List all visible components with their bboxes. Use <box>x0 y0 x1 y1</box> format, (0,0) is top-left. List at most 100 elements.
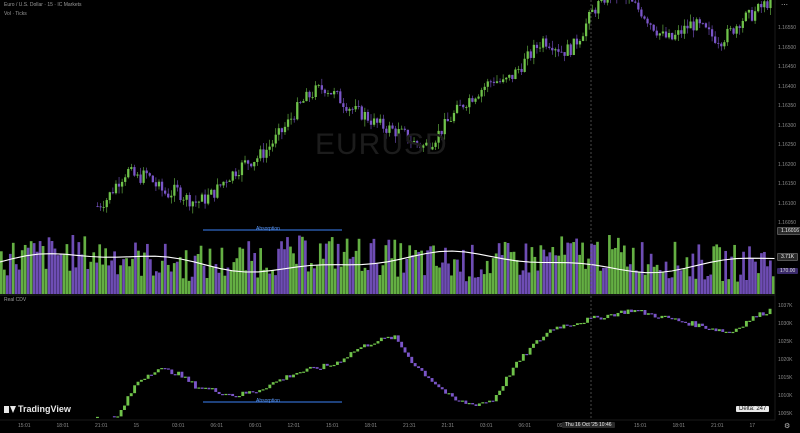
candle-body <box>563 52 566 56</box>
time-tick-label: 12:01 <box>287 423 301 429</box>
candle-body <box>526 51 529 59</box>
candle-body <box>723 42 726 47</box>
candle-body <box>293 118 296 120</box>
volume-bar <box>217 272 221 294</box>
candle-body <box>489 81 492 83</box>
more-icon[interactable]: ⋯ <box>781 2 788 9</box>
volume-bar <box>265 267 268 294</box>
volume-bar <box>491 258 495 294</box>
volume-bar <box>280 241 283 294</box>
candle-body <box>182 199 185 201</box>
cdv-bar <box>768 308 772 315</box>
cdv-bar <box>305 368 309 372</box>
candle-body <box>471 98 474 102</box>
cdv-bar <box>170 369 174 375</box>
candle-body <box>114 183 118 194</box>
candle-body <box>170 195 173 198</box>
cdv-tick-label: 1025K <box>778 339 793 345</box>
volume-bar <box>56 255 60 294</box>
cdv-bar <box>731 331 735 334</box>
volume-bar <box>205 277 209 294</box>
cdv-bar <box>224 393 228 396</box>
cdv-bar <box>295 372 299 375</box>
cdv-bar <box>197 387 201 389</box>
candle-body <box>372 118 376 125</box>
volume-bar <box>163 243 167 294</box>
candle-body <box>363 112 366 120</box>
cdv-bar <box>467 403 471 405</box>
settings-gear-icon[interactable]: ⚙ <box>784 423 791 430</box>
volume-bar <box>250 260 254 294</box>
volume-bar <box>199 245 203 294</box>
candle-body <box>695 19 698 31</box>
volume-bar <box>432 245 435 294</box>
candle-body <box>449 121 453 122</box>
cdv-bar <box>139 379 143 382</box>
candle-body <box>548 46 551 48</box>
volume-bar <box>569 243 573 294</box>
candles <box>96 0 772 214</box>
cdv-bar <box>413 363 417 367</box>
cdv-bar <box>515 361 518 368</box>
volume-bar <box>658 270 662 294</box>
cdv-bar <box>650 313 654 315</box>
volume-bar <box>65 244 69 294</box>
cdv-bar <box>477 403 481 406</box>
candle-body <box>750 9 754 21</box>
volume-bar <box>59 253 63 294</box>
candle-body <box>419 144 422 148</box>
time-tick-label: 18:01 <box>672 423 686 429</box>
cdv-bar <box>150 374 153 376</box>
price-tick-label: 1.16050 <box>778 220 797 226</box>
volume-bar <box>14 264 18 294</box>
volume-bar <box>116 274 119 294</box>
candle-body <box>572 38 575 55</box>
candle-body <box>502 79 505 83</box>
volume-bar <box>208 248 212 294</box>
volume-bar <box>336 243 340 294</box>
cdv-bar <box>342 358 346 363</box>
volume-bar <box>77 242 81 294</box>
cdv-bar <box>281 379 285 381</box>
candle-body <box>228 180 231 182</box>
symbol-legend[interactable]: Euro / U.S. Dollar · 15 · IC Markets <box>4 2 82 8</box>
cdv-bar <box>521 353 525 361</box>
volume-bar <box>625 266 629 294</box>
candle-body <box>443 118 446 135</box>
cdv-bar <box>143 378 147 380</box>
candle-body <box>357 105 360 107</box>
cdv-bar <box>488 400 491 403</box>
volume-bar <box>307 271 310 294</box>
volume-bar <box>289 246 292 294</box>
brand-text: TradingView <box>18 404 71 414</box>
cdv-bar <box>623 310 627 314</box>
candle-body <box>283 126 287 133</box>
cdv-bar <box>420 368 424 371</box>
cdv-bar <box>447 393 451 395</box>
volume-bar <box>62 254 66 294</box>
cdv-bar <box>376 341 380 344</box>
candle-body <box>320 85 323 90</box>
cdv-bar <box>312 366 316 369</box>
volume-legend[interactable]: Vol · Ticks <box>4 11 27 17</box>
volume-bar <box>20 250 24 294</box>
candle-body <box>541 38 545 48</box>
cdv-bar <box>329 365 333 367</box>
candle-body <box>271 143 274 147</box>
volume-bar <box>74 267 78 294</box>
cdv-bar <box>427 376 431 379</box>
volume-bar <box>119 265 122 294</box>
tradingview-logo[interactable]: TradingView <box>4 404 71 414</box>
cdv-bar <box>210 388 214 390</box>
candle-body <box>237 175 241 177</box>
candle-body <box>680 30 683 34</box>
cdv-tick-label: 1030K <box>778 321 793 327</box>
cdv-legend[interactable]: Real CDV <box>4 297 27 303</box>
cdv-bar <box>241 391 245 397</box>
volume-bar <box>11 242 15 294</box>
cdv-bar <box>146 374 150 379</box>
cdv-bar <box>302 371 306 373</box>
cdv-bar <box>214 388 218 392</box>
cdv-bar <box>180 371 184 378</box>
